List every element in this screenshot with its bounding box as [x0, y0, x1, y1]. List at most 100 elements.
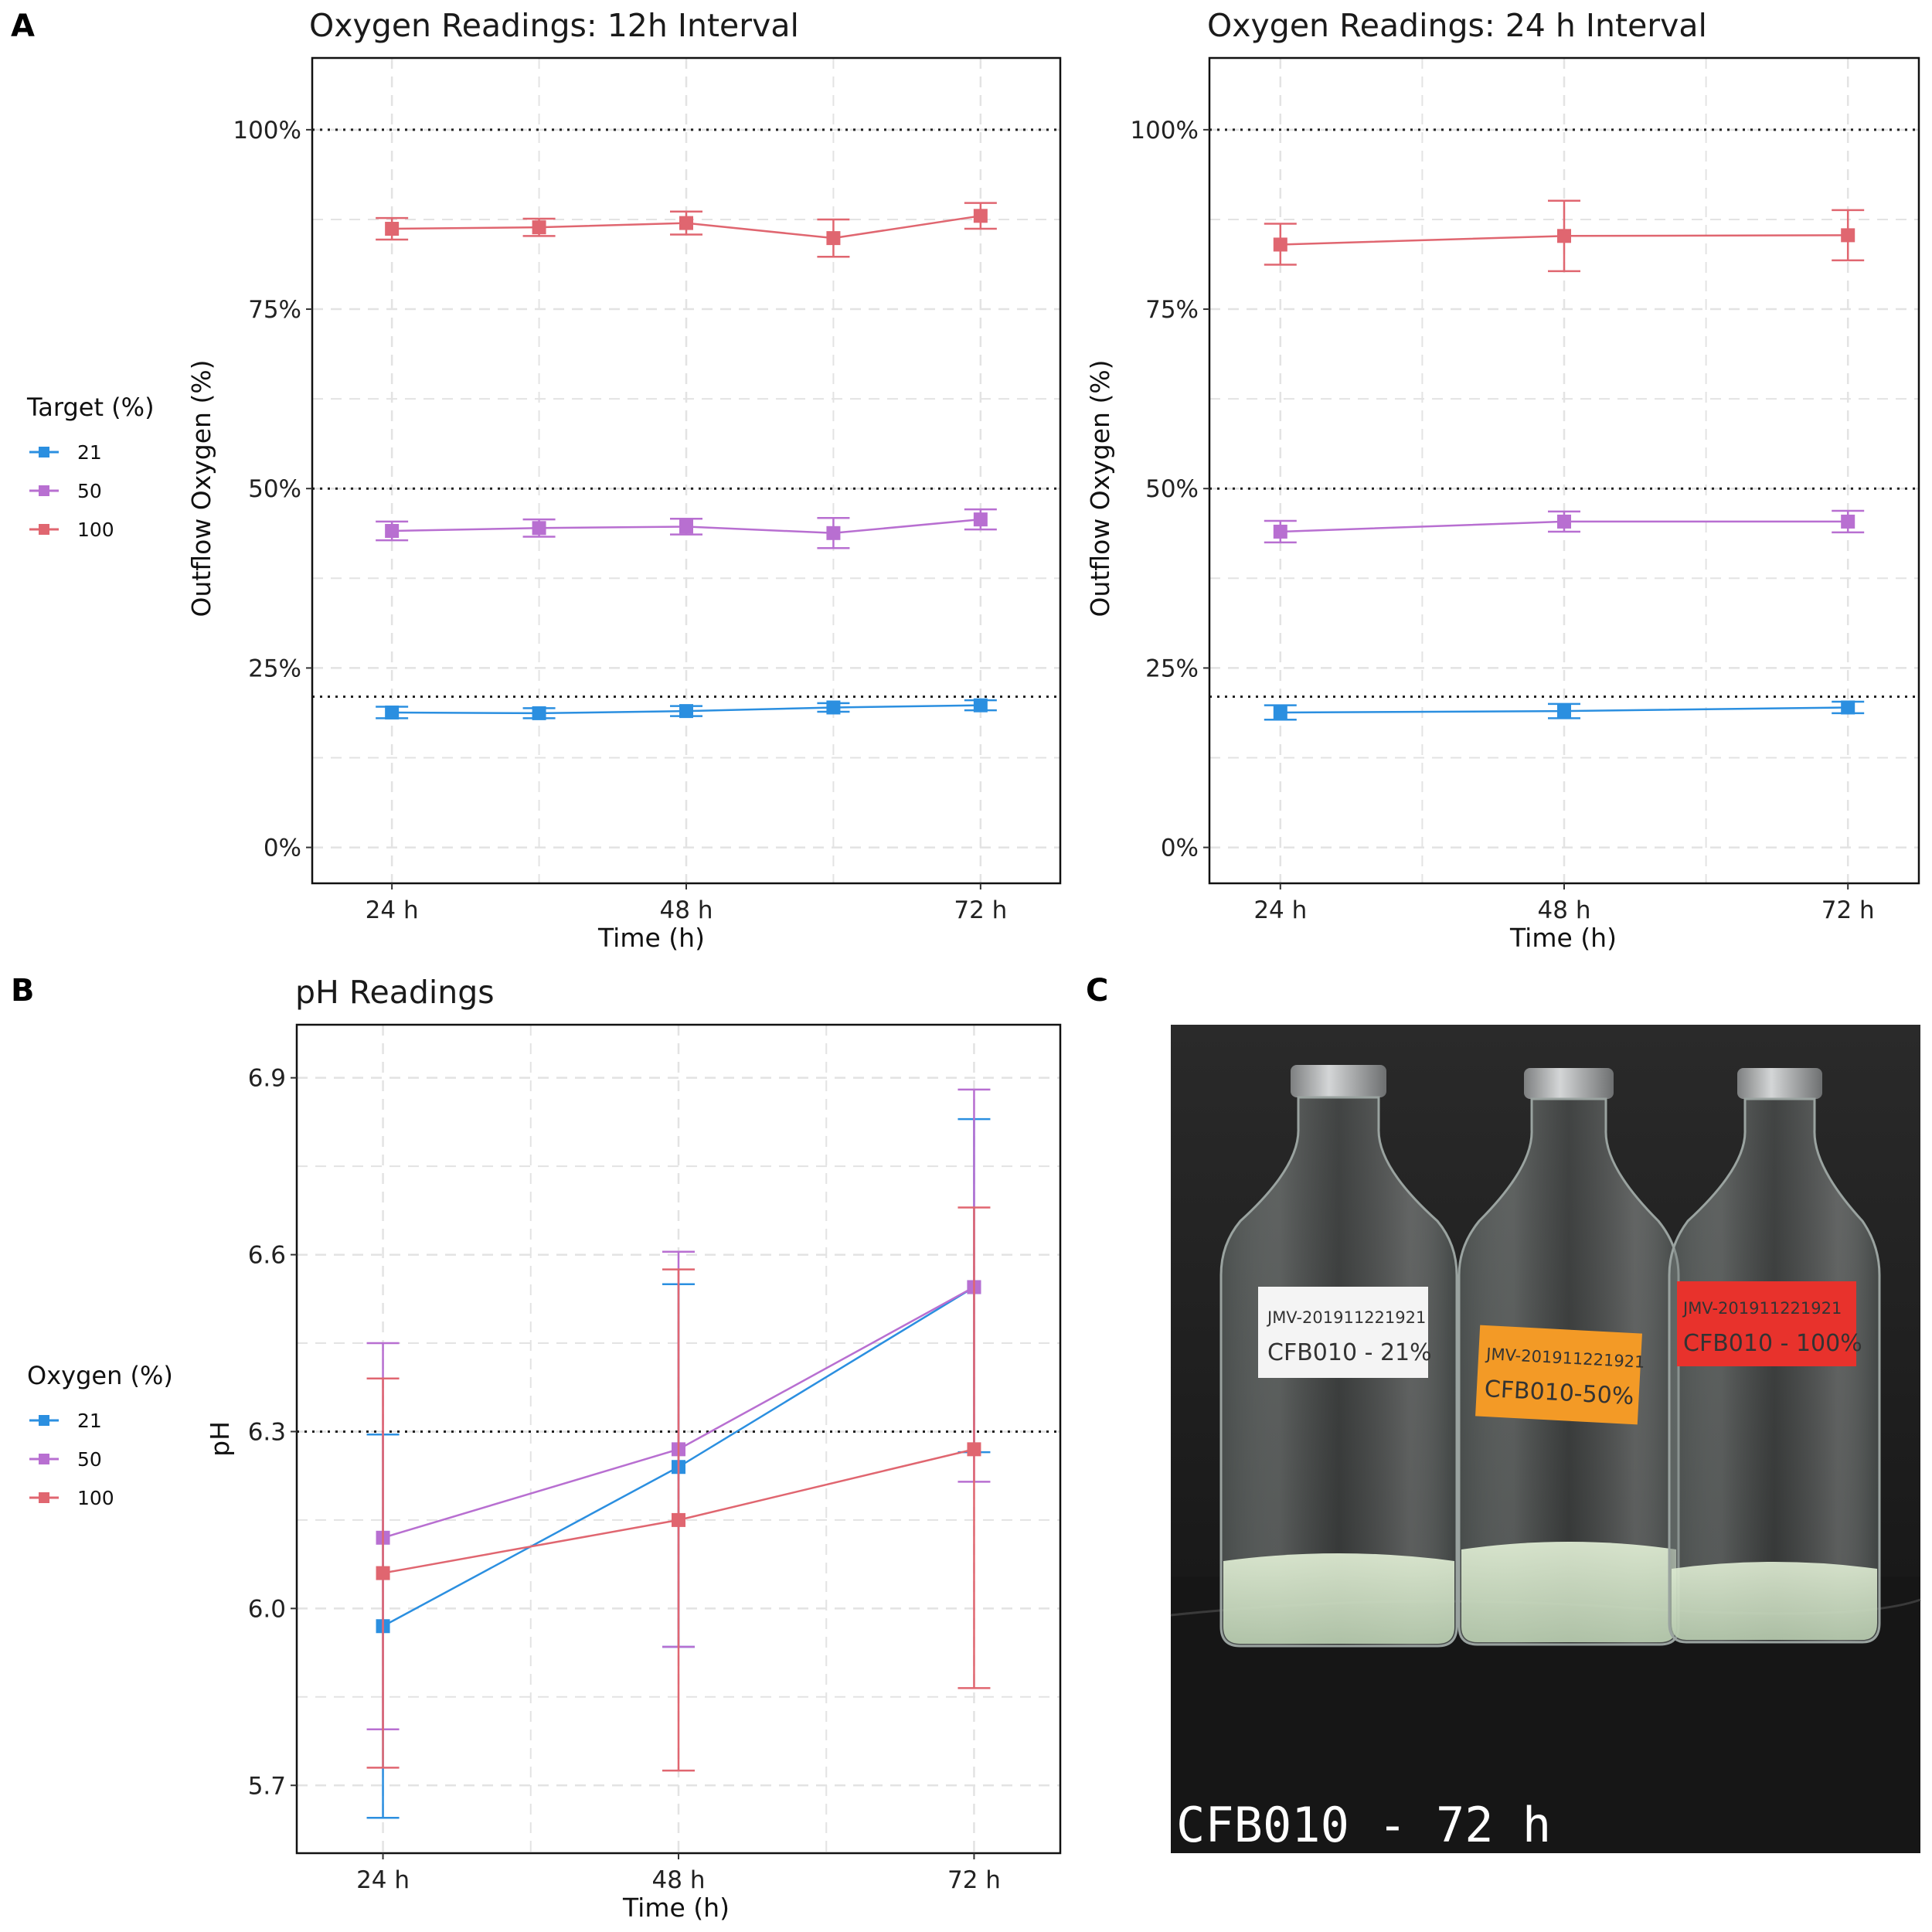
- bottle-cap: [1737, 1068, 1822, 1099]
- x-tick-label: 72 h: [947, 1866, 1001, 1894]
- y-tick-label: 75%: [248, 296, 301, 324]
- x-axis-label: Time (h): [622, 1893, 730, 1923]
- data-point-100: [679, 216, 693, 230]
- chart-title: Oxygen Readings: 24 h Interval: [1207, 7, 1707, 44]
- y-tick-label: 6.9: [248, 1065, 286, 1093]
- data-point-50: [1557, 514, 1571, 529]
- legend-label: 21: [77, 1410, 102, 1432]
- y-tick-label: 6.0: [248, 1595, 286, 1623]
- panel-letter-a: A: [11, 9, 35, 44]
- legend-oxygen: Oxygen (%) 21 50 100: [27, 1361, 173, 1509]
- legend-key-marker: [39, 1454, 49, 1464]
- legend-label: 100: [77, 1487, 114, 1509]
- legend-label: 50: [77, 1448, 102, 1471]
- data-point-100: [1841, 228, 1855, 243]
- y-tick-label: 100%: [233, 117, 301, 145]
- bottle-50: JMV-201911221921 CFB010-50%: [1458, 1068, 1680, 1646]
- legend-key-marker: [39, 1492, 49, 1503]
- panel-letter-b: B: [11, 973, 35, 1009]
- bottle-tag: [1258, 1287, 1428, 1378]
- legend-label: 21: [77, 441, 102, 464]
- data-point-100: [385, 222, 400, 236]
- legend-target: Target (%) 21 50 100: [26, 393, 155, 541]
- bottle-liquid: [1672, 1562, 1877, 1640]
- legend-item: 21: [29, 1410, 102, 1432]
- bottle-100: JMV-201911221921 CFB010 - 100%: [1668, 1068, 1881, 1644]
- data-point-100: [672, 1512, 685, 1527]
- y-tick-label: 75%: [1145, 296, 1199, 324]
- data-point-100: [376, 1566, 390, 1580]
- y-axis-label: Outflow Oxygen (%): [1085, 359, 1115, 617]
- bottle-tag-name: CFB010 - 21%: [1267, 1339, 1432, 1366]
- data-point-100: [1557, 229, 1571, 243]
- legend-title: Oxygen (%): [27, 1361, 173, 1390]
- data-point-21: [532, 706, 546, 720]
- data-point-50: [826, 526, 841, 540]
- bottle-liquid: [1461, 1542, 1676, 1642]
- legend-item: 100: [29, 519, 114, 541]
- legend-key-marker: [39, 1415, 49, 1426]
- legend-key-marker: [39, 447, 49, 457]
- x-tick-label: 72 h: [954, 896, 1007, 924]
- legend-item: 50: [29, 1448, 102, 1471]
- y-axis-label: pH: [205, 1421, 235, 1457]
- legend-key-marker: [39, 524, 49, 535]
- data-point-50: [532, 521, 546, 536]
- y-tick-label: 50%: [248, 475, 301, 503]
- bottle-tag-code: JMV-201911221921: [1266, 1308, 1426, 1327]
- data-point-50: [1841, 514, 1855, 529]
- y-tick-label: 5.7: [248, 1772, 286, 1800]
- chart-oxygen-24h: Oxygen Readings: 24 h Interval 0% 25% 50% 7…: [1085, 7, 1920, 953]
- bottle-tag-name: CFB010 - 100%: [1683, 1330, 1862, 1357]
- y-tick-label: 0%: [1161, 835, 1199, 862]
- legend-key-marker: [39, 485, 49, 496]
- y-tick-label: 0%: [264, 835, 301, 862]
- bottle-tag: [1677, 1281, 1856, 1366]
- data-point-21: [826, 700, 841, 715]
- chart-oxygen-12h: Oxygen Readings: 12h Interval 0% 25% 50% 75…: [186, 7, 1062, 953]
- x-tick-label: 24 h: [356, 1866, 410, 1894]
- data-point-100: [967, 1442, 981, 1457]
- data-point-50: [973, 512, 988, 527]
- data-point-21: [1841, 700, 1855, 715]
- data-point-21: [385, 705, 400, 719]
- y-tick-label: 6.6: [248, 1242, 286, 1270]
- legend-label: 100: [77, 519, 114, 541]
- y-tick-label: 25%: [248, 655, 301, 682]
- panel-letter-c: C: [1086, 973, 1108, 1009]
- data-point-21: [1557, 704, 1571, 719]
- bottle-glass: [1668, 1097, 1881, 1644]
- data-point-50: [1273, 524, 1287, 539]
- bottle-cap: [1291, 1065, 1386, 1097]
- data-point-21: [679, 704, 693, 719]
- chart-ph: pH Readings 5.76.06.36.66.924 h 48 h 72 h …: [205, 974, 1062, 1923]
- x-tick-label: 48 h: [652, 1866, 706, 1894]
- legend-item: 21: [29, 441, 102, 464]
- y-tick-label: 50%: [1145, 475, 1199, 503]
- data-point-50: [679, 519, 693, 534]
- y-tick-label: 100%: [1130, 117, 1199, 145]
- legend-title: Target (%): [26, 393, 155, 422]
- legend-item: 100: [29, 1487, 114, 1509]
- photo-caption: CFB010 - 72 h: [1176, 1797, 1551, 1853]
- x-axis-label: Time (h): [1509, 923, 1617, 953]
- x-tick-label: 24 h: [366, 896, 419, 924]
- data-point-21: [973, 698, 988, 713]
- x-tick-label: 48 h: [660, 896, 713, 924]
- bottle-liquid: [1223, 1553, 1454, 1644]
- data-point-100: [1273, 237, 1287, 252]
- x-tick-label: 72 h: [1821, 896, 1875, 924]
- photo-bottles: JMV-201911221921 CFB010 - 21% JMV-201911…: [1170, 1025, 1921, 1853]
- data-point-50: [385, 524, 400, 539]
- chart-title: pH Readings: [295, 974, 495, 1011]
- y-axis-label: Outflow Oxygen (%): [186, 359, 216, 617]
- data-point-100: [532, 220, 546, 235]
- y-tick-label: 25%: [1145, 655, 1199, 682]
- bottle-tag: [1475, 1325, 1642, 1425]
- data-point-100: [973, 209, 988, 223]
- legend-item: 50: [29, 480, 102, 502]
- x-tick-label: 48 h: [1538, 896, 1591, 924]
- bottle-cap: [1524, 1068, 1614, 1099]
- y-tick-label: 6.3: [248, 1418, 286, 1446]
